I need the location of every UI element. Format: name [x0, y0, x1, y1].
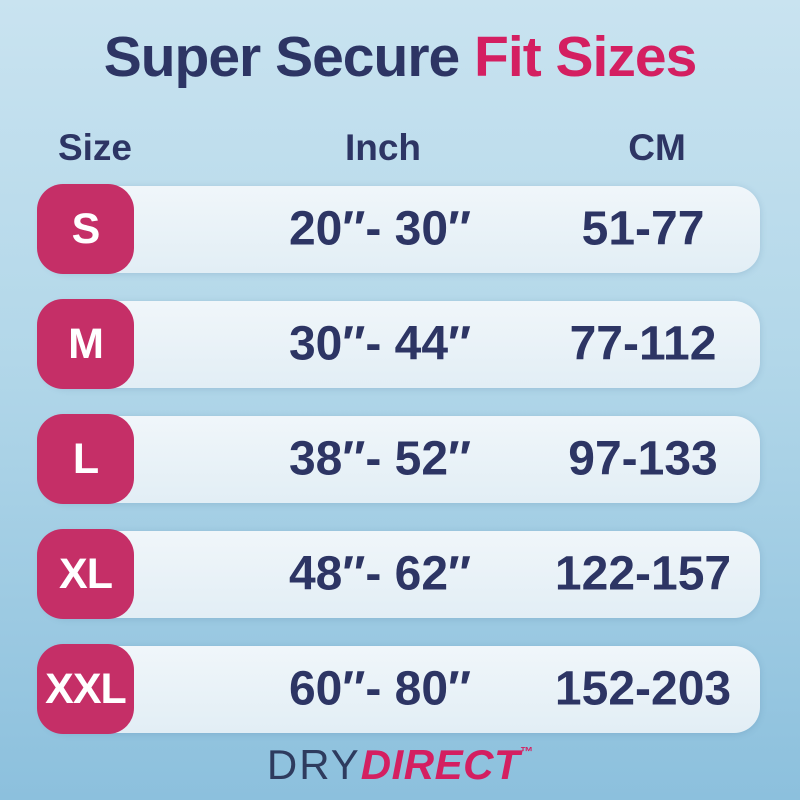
size-badge: XXL	[37, 644, 134, 734]
table-row: M 30″- 44″ 77-112	[37, 299, 760, 389]
inch-range-value: 48″- 62″	[288, 547, 472, 601]
cm-range-value: 77-112	[569, 317, 717, 371]
brand-logo: DRYDIRECT™	[0, 744, 800, 786]
table-row: S 20″- 30″ 51-77	[37, 184, 760, 274]
brand-logo-direct: DIRECT	[360, 741, 521, 788]
column-header-size: Size	[57, 127, 133, 168]
cm-range-value: 51-77	[581, 202, 705, 256]
size-badge-label: XL	[59, 549, 113, 598]
brand-logo-dry: DRY	[266, 741, 361, 788]
row-pill-background	[41, 531, 760, 618]
size-badge: L	[37, 414, 134, 504]
table-row: L 38″- 52″ 97-133	[37, 414, 760, 504]
size-table-body: S 20″- 30″ 51-77 M 30″- 44″ 77-112 L 38″…	[37, 184, 760, 760]
row-pill-background	[41, 416, 760, 503]
cm-range-value: 122-157	[554, 547, 732, 601]
size-badge: S	[37, 184, 134, 274]
inch-range-value: 20″- 30″	[288, 202, 472, 256]
inch-range-value: 38″- 52″	[288, 432, 472, 486]
cm-range-value: 152-203	[554, 662, 732, 716]
row-pill-background	[41, 646, 760, 733]
size-badge: M	[37, 299, 134, 389]
page-title: Super Secure Fit Sizes	[0, 26, 800, 89]
table-header-row: Size Inch CM	[38, 127, 760, 169]
row-pill-background	[41, 301, 760, 388]
size-badge-label: M	[68, 319, 104, 368]
size-badge: XL	[37, 529, 134, 619]
trademark-symbol: ™	[520, 744, 534, 759]
table-row: XXL 60″- 80″ 152-203	[37, 644, 760, 734]
inch-range-value: 30″- 44″	[288, 317, 472, 371]
cm-range-value: 97-133	[568, 432, 718, 486]
column-header-cm: CM	[628, 127, 686, 168]
table-row: XL 48″- 62″ 122-157	[37, 529, 760, 619]
column-header-inch: Inch	[344, 127, 422, 168]
size-badge-label: L	[72, 434, 99, 483]
size-badge-label: XXL	[45, 664, 127, 713]
inch-range-value: 60″- 80″	[288, 662, 472, 716]
size-badge-label: S	[71, 204, 101, 253]
page-title-accent: Fit Sizes	[474, 25, 697, 89]
row-pill-background	[41, 186, 760, 273]
page-title-main: Super Secure	[103, 25, 460, 89]
